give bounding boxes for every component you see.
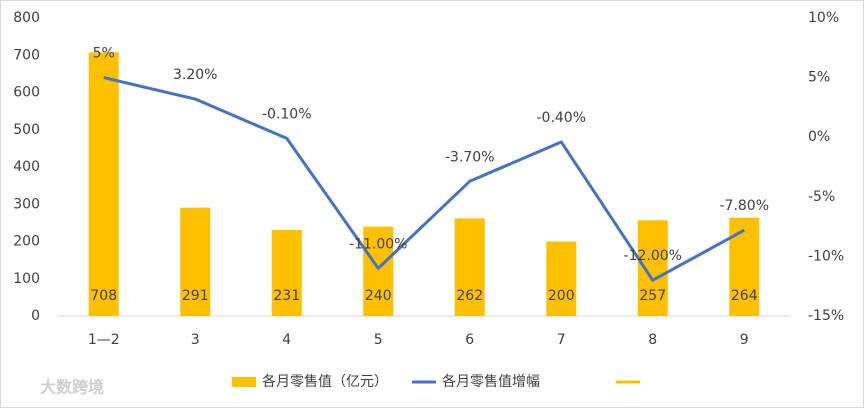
x-tick-label: 9 [740, 332, 749, 348]
line [103, 76, 745, 282]
bar-value-label: 291 [182, 288, 209, 304]
y-tick-label: 800 [13, 10, 40, 26]
y2-tick-label: 10% [808, 10, 839, 26]
y-tick-label: 500 [13, 122, 40, 138]
bar-value-label: 240 [365, 288, 392, 304]
y2-tick-label: -15% [808, 308, 844, 324]
line-value-label: 3.20% [173, 67, 217, 83]
line-value-label: 5% [93, 46, 115, 62]
bar-value-label: 708 [90, 288, 117, 304]
line-value-label: -11.00% [349, 236, 407, 252]
line-value-label: -0.40% [536, 110, 586, 126]
bar-value-label: 257 [639, 288, 666, 304]
y-tick-label: 300 [13, 196, 40, 212]
x-tick-label: 1—2 [88, 332, 120, 348]
bar [88, 52, 119, 317]
bar-value-label: 200 [548, 288, 575, 304]
watermark: 大数跨境 [40, 378, 104, 397]
bar [546, 241, 577, 316]
bar-value-label: 262 [456, 288, 483, 304]
x-tick-label: 4 [282, 332, 291, 348]
y-tick-label: 700 [13, 47, 40, 63]
bar [363, 226, 394, 316]
legend-marker [232, 377, 256, 387]
bar-value-label: 264 [731, 288, 758, 304]
y2-tick-label: 5% [808, 70, 830, 86]
y2-tick-label: -5% [808, 189, 835, 205]
x-tick-label: 6 [465, 332, 474, 348]
line-value-label: -0.10% [262, 106, 312, 122]
bar [637, 220, 668, 316]
y-tick-label: 100 [13, 271, 40, 287]
y-tick-label: 200 [13, 234, 40, 250]
legend-label: 各月零售值增幅 [442, 374, 540, 390]
y-tick-label: 0 [31, 308, 40, 324]
y-tick-label: 400 [13, 159, 40, 175]
legend-label: 各月零售值（亿元） [262, 374, 388, 390]
y2-tick-label: 0% [808, 129, 830, 145]
bar-value-label: 231 [273, 288, 300, 304]
x-tick-label: 7 [557, 332, 566, 348]
line-value-label: -3.70% [445, 149, 495, 165]
bar [180, 207, 211, 316]
bar [454, 218, 485, 316]
x-tick-label: 5 [374, 332, 383, 348]
y2-tick-label: -10% [808, 248, 844, 264]
x-tick-label: 8 [648, 332, 657, 348]
bar [271, 229, 302, 316]
y-tick-label: 600 [13, 85, 40, 101]
line-value-label: -7.80% [719, 198, 769, 214]
line-value-label: -12.00% [624, 248, 682, 264]
x-tick-label: 3 [191, 332, 200, 348]
